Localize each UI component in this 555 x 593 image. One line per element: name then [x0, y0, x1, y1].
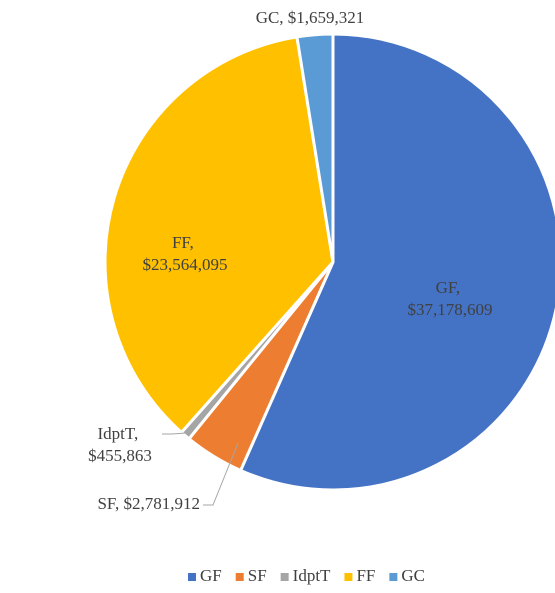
- leader-line: [162, 432, 187, 435]
- legend-swatch: [280, 573, 289, 581]
- pie-slice: [238, 32, 555, 492]
- legend-swatch: [344, 573, 353, 581]
- data-label-line: FF,: [172, 233, 198, 252]
- data-label: SF, $2,781,912: [97, 494, 200, 513]
- data-label-line: $37,178,609: [408, 300, 493, 319]
- legend-swatch: [389, 573, 398, 581]
- legend-swatch: [188, 573, 196, 581]
- legend-swatch: [235, 573, 244, 581]
- data-label: IdptT, $455,863: [88, 424, 152, 465]
- data-label-line: $455,863: [88, 446, 152, 465]
- pie-slice: [295, 32, 335, 263]
- data-label: FF, $23,564,095: [143, 233, 228, 274]
- legend-label: IdptT: [293, 566, 331, 585]
- pie-slice: [103, 35, 335, 435]
- data-label-line: $23,564,095: [143, 255, 228, 274]
- data-label: GC, $1,659,321: [256, 8, 365, 27]
- legend-label: GC: [401, 566, 425, 585]
- data-label-line: IdptT,: [97, 424, 142, 443]
- legend-label: SF: [248, 566, 267, 585]
- data-label-line: GF,: [436, 278, 465, 297]
- legend-label: FF: [356, 566, 375, 585]
- legend-label: GF: [200, 566, 222, 585]
- data-label: GF, $37,178,609: [408, 278, 493, 319]
- leader-line: [203, 442, 239, 506]
